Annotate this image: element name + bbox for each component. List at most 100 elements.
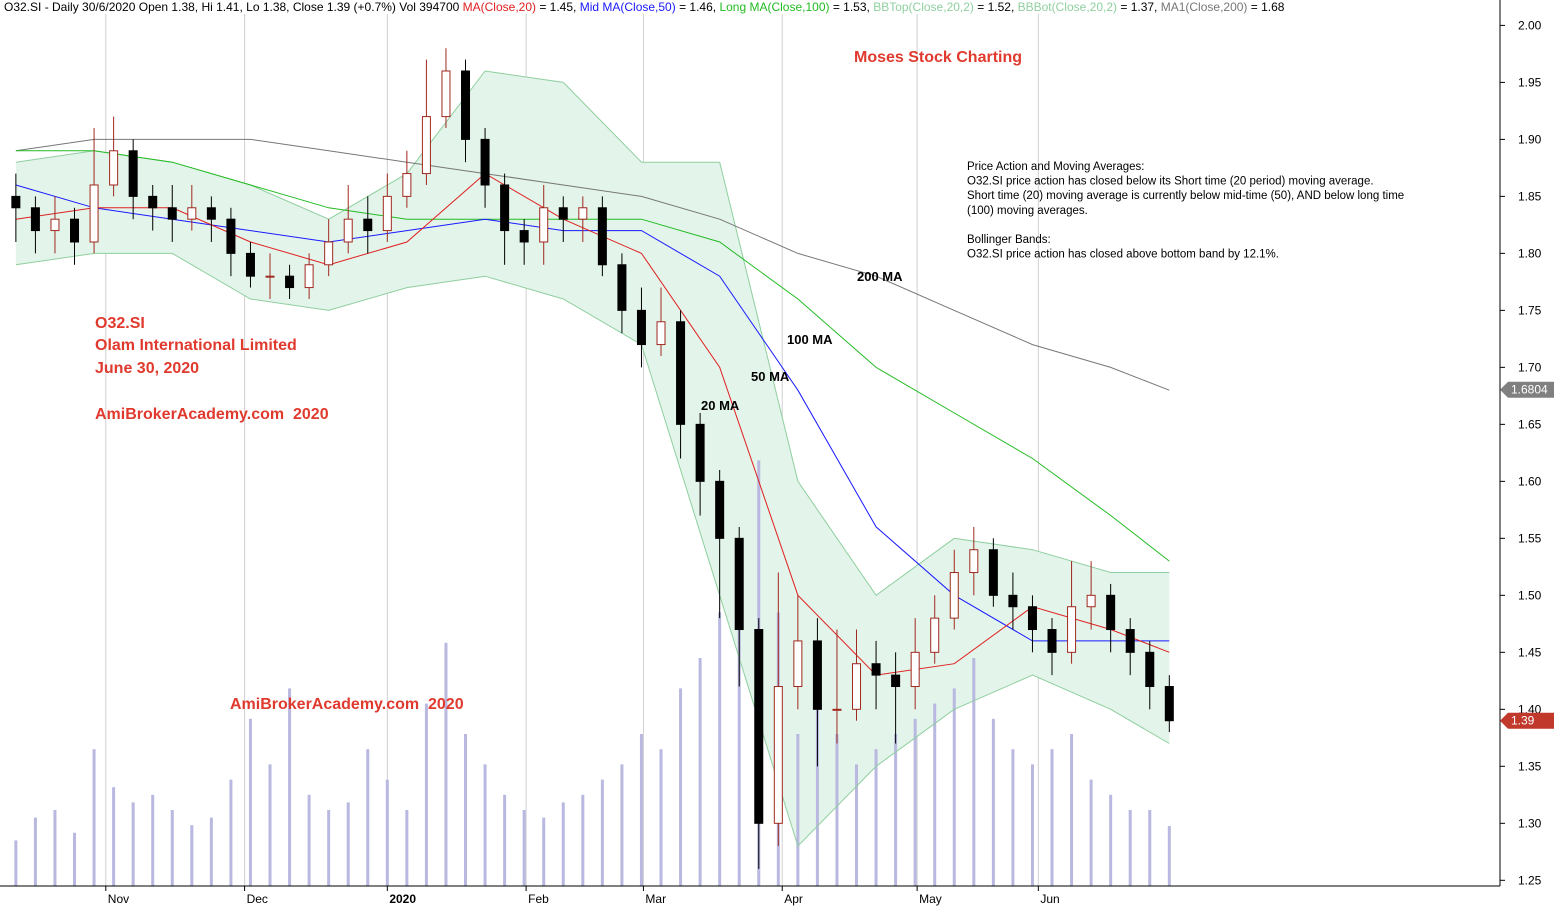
candle-body [1086, 594, 1096, 608]
annotation: 50 MA [751, 369, 790, 384]
candle-body [910, 651, 920, 688]
header-part: = 1.53, [830, 0, 874, 14]
y-tick-label: 1.50 [1518, 588, 1542, 602]
candle-body [969, 549, 979, 574]
header-part: Long MA(Close,100) [719, 0, 829, 14]
candle-body [11, 195, 21, 209]
volume-bar [209, 817, 213, 886]
volume-bar [229, 779, 233, 886]
x-tick-label: Mar [645, 892, 666, 906]
header-part: O32.SI - Daily 30/6/2020 Open 1.38, Hi 1… [4, 0, 463, 14]
candle-body [676, 321, 686, 425]
price-tag-label: 1.39 [1511, 714, 1535, 728]
texts: Moses Stock Charting O32.SI Olam Internati… [95, 49, 1404, 713]
candle-body [1067, 606, 1077, 653]
chart-title: Moses Stock Charting [854, 49, 1022, 66]
note-line: (100) moving averages. [967, 205, 1088, 217]
volume-bar [581, 794, 585, 886]
volume-bar [92, 749, 96, 886]
annotation: 200 MA [857, 269, 903, 284]
candle-body [226, 218, 236, 254]
volume-bar [33, 817, 37, 886]
volume-bar [1030, 764, 1034, 886]
candle-body [812, 640, 822, 710]
volume-bar [14, 840, 18, 886]
volume-bar [366, 749, 370, 886]
volume-bar [737, 566, 741, 886]
candle-body [539, 207, 549, 243]
y-tick-label: 1.45 [1518, 645, 1542, 659]
volume-bar [874, 749, 878, 886]
volume-bar [424, 703, 428, 886]
volume-bar [952, 688, 956, 886]
candle-body [343, 218, 353, 243]
volume-bar [1050, 749, 1054, 886]
candle-body [324, 241, 334, 266]
x-tick-label: Apr [784, 892, 803, 906]
candle-body [734, 537, 744, 631]
volume-bar [327, 810, 331, 886]
note-line: O32.SI price action has closed below its… [967, 176, 1374, 188]
volume-bar [483, 764, 487, 886]
candles [11, 48, 1174, 869]
candle-body [773, 686, 783, 824]
volume-bar [1070, 734, 1074, 886]
volume-bar [268, 764, 272, 886]
header-part: = 1.45, [536, 0, 580, 14]
candle-body [656, 321, 666, 346]
candle-body [519, 230, 529, 243]
volume-bar [112, 787, 116, 886]
volume-bar [131, 802, 135, 886]
candle-body [949, 572, 959, 619]
y-tick-label: 1.65 [1518, 417, 1542, 431]
y-tick-label: 1.25 [1518, 873, 1542, 887]
volume-bar [307, 794, 311, 886]
candle-body [461, 70, 471, 140]
candle-body [597, 207, 607, 266]
candle-body [578, 207, 588, 220]
candle-body [128, 150, 138, 197]
candle-body [1145, 651, 1155, 688]
volume-bar [894, 734, 898, 886]
candle-body [70, 218, 80, 243]
note-line: Price Action and Moving Averages: [967, 161, 1145, 173]
candle-body [245, 252, 255, 277]
candle-body [500, 184, 510, 232]
volume-bar [190, 825, 194, 886]
y-tick-label: 1.70 [1518, 360, 1542, 374]
candle-body [793, 640, 803, 688]
volume-bar [385, 779, 389, 886]
y-tick-label: 1.90 [1518, 132, 1542, 146]
x-tick-label: Feb [528, 892, 549, 906]
candle-body [1008, 594, 1018, 608]
candle-body [304, 264, 314, 289]
candle-body [89, 184, 99, 243]
volume-bar [600, 779, 604, 886]
header-part: MA(Close,20) [463, 0, 536, 14]
candle-body [1164, 686, 1174, 722]
volume-bar [464, 734, 468, 886]
volume-bar [796, 734, 800, 886]
candle-body [1125, 629, 1135, 653]
volume-bar [620, 764, 624, 886]
y-tick-label: 1.35 [1518, 759, 1542, 773]
volume-bar [346, 802, 350, 886]
volume-bar [639, 734, 643, 886]
note-line: O32.SI price action has closed above bot… [967, 249, 1279, 261]
candle-body [480, 138, 490, 186]
price-tag-label: 1.6804 [1511, 383, 1548, 397]
note-line: Bollinger Bands: [967, 234, 1051, 246]
annotation: 20 MA [701, 398, 740, 413]
volume-bar [561, 802, 565, 886]
y-tick-label: 1.30 [1518, 816, 1542, 830]
volume-bar [698, 658, 702, 886]
bands [15, 70, 1170, 847]
annotation: O32.SI [95, 315, 145, 332]
volume-bar [1011, 749, 1015, 886]
ma-line [15, 252, 1170, 848]
candle-body [871, 663, 881, 676]
candle-body [285, 275, 295, 289]
header-part: BBBot(Close,20,2) [1018, 0, 1117, 14]
